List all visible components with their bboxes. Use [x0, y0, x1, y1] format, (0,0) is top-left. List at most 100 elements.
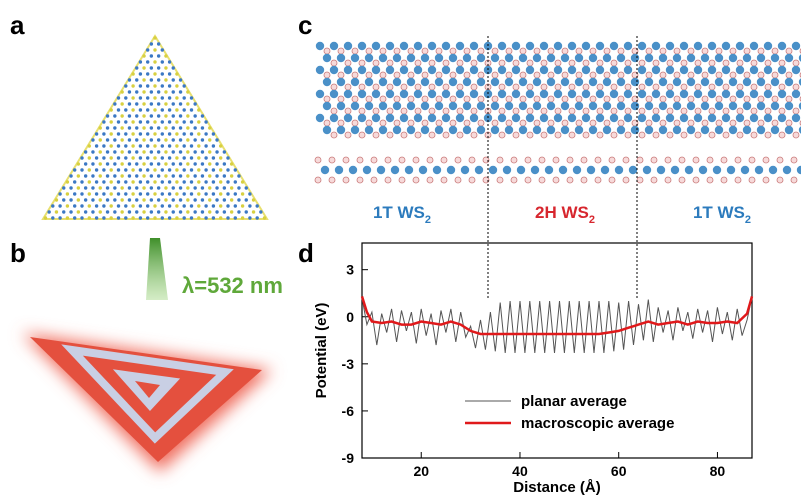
s-atom: [379, 71, 387, 79]
w-atom: [609, 41, 619, 51]
s-atom: [790, 156, 798, 164]
atom: [167, 72, 172, 76]
atom: [255, 216, 259, 220]
s-atom: [449, 119, 457, 127]
s-atom: [372, 83, 380, 91]
s-atom: [687, 119, 695, 127]
atom: [160, 108, 164, 112]
atom: [127, 78, 132, 82]
w-atom: [700, 125, 710, 135]
w-atom: [602, 77, 612, 87]
w-atom: [539, 41, 549, 51]
atom: [189, 216, 194, 220]
w-atom: [357, 89, 367, 99]
s-atom: [748, 156, 756, 164]
w-atom: [427, 113, 437, 123]
atom: [138, 108, 143, 112]
laser-beam: [146, 238, 168, 300]
w-atom: [651, 89, 661, 99]
atom: [120, 162, 124, 166]
atom: [102, 120, 106, 124]
s-atom: [624, 83, 632, 91]
s-atom: [314, 176, 322, 184]
w-atom: [672, 53, 682, 63]
atom: [200, 138, 205, 142]
atom: [91, 186, 95, 190]
atom: [160, 144, 164, 148]
atom: [127, 198, 132, 202]
atom: [182, 192, 186, 196]
s-atom: [330, 83, 338, 91]
atom: [175, 144, 179, 148]
s-atom: [778, 83, 786, 91]
w-atom: [476, 125, 486, 135]
w-atom: [546, 125, 556, 135]
atom: [65, 216, 70, 220]
atom: [240, 204, 245, 208]
s-atom: [734, 176, 742, 184]
atom: [229, 198, 234, 202]
s-atom: [610, 131, 618, 139]
s-atom: [568, 107, 576, 115]
atom: [138, 180, 143, 184]
s-atom: [566, 156, 574, 164]
atom: [109, 132, 113, 136]
w-atom: [658, 77, 668, 87]
w-atom: [581, 65, 591, 75]
atom: [116, 144, 121, 148]
atom: [91, 198, 95, 202]
s-atom: [370, 176, 378, 184]
atom: [113, 126, 117, 130]
atom: [178, 174, 183, 178]
atom: [164, 54, 168, 58]
atom: [124, 144, 128, 148]
w-atom: [560, 101, 570, 111]
w-atom: [670, 165, 680, 175]
w-atom: [441, 89, 451, 99]
atom: [182, 168, 186, 172]
s-atom: [407, 47, 415, 55]
w-atom: [539, 89, 549, 99]
atom: [98, 174, 102, 178]
s-atom: [708, 59, 716, 67]
s-atom: [426, 156, 434, 164]
atom: [138, 132, 143, 136]
atom: [146, 144, 150, 148]
atom: [215, 150, 219, 154]
s-atom: [580, 176, 588, 184]
w-atom: [798, 102, 801, 110]
w-atom: [726, 165, 736, 175]
atom: [87, 192, 92, 196]
s-atom: [778, 107, 786, 115]
w-atom: [721, 113, 731, 123]
w-atom: [322, 101, 332, 111]
atom: [146, 156, 150, 160]
y-tick-label: -9: [342, 450, 355, 466]
s-atom: [440, 176, 448, 184]
s-atom: [491, 119, 499, 127]
illustrations: 1T WS2 2H WS2 1T WS2: [22, 34, 801, 472]
atom: [171, 150, 175, 154]
atom: [215, 210, 219, 214]
s-atom: [678, 176, 686, 184]
atom: [124, 108, 128, 112]
atom: [178, 90, 183, 94]
atom: [135, 66, 139, 70]
s-atom: [421, 95, 429, 103]
atom: [102, 168, 106, 172]
atom: [124, 180, 128, 184]
atom: [146, 132, 150, 136]
s-atom: [435, 119, 443, 127]
w-atom: [595, 113, 605, 123]
s-atom: [715, 47, 723, 55]
w-atom: [420, 101, 430, 111]
panel-label: a: [10, 10, 25, 40]
atom: [186, 186, 190, 190]
atom: [120, 174, 124, 178]
w-atom: [320, 165, 330, 175]
w-atom: [686, 53, 696, 63]
atom: [248, 192, 252, 196]
atom: [87, 156, 92, 160]
atom: [178, 150, 183, 154]
w-atom: [728, 125, 738, 135]
